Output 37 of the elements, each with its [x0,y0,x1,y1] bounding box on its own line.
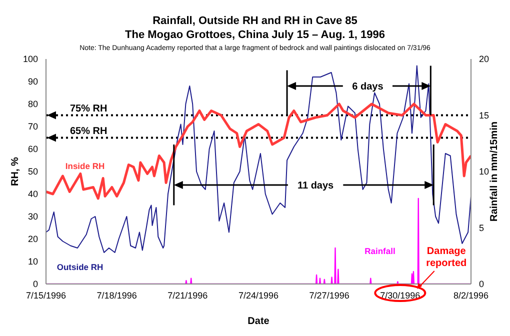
x-tick-label: 7/27/1996 [309,290,350,300]
annotation: Damage reported [426,246,467,269]
y2-tick-label: 5 [479,222,484,233]
y-tick-label: 70 [28,122,38,132]
series-label: Outside RH [56,262,104,272]
y2-tick-label: 10 [479,166,490,177]
y-tick-label: 30 [28,212,38,222]
annotation: 6 days [352,82,384,92]
x-tick-label: 7/15/1996 [26,290,66,300]
y-tick-label: 60 [28,144,38,154]
x-tick-label: 8/2/1996 [453,290,489,300]
y-tick-label: 80 [28,99,38,110]
y-tick-label: 20 [28,234,38,244]
y2-axis-title: Rainfall in mm/15min [489,121,500,222]
x-tick-label: 7/18/1996 [96,290,137,300]
y-tick-label: 40 [28,189,38,200]
y-axis-title: RH, % [10,156,21,186]
x-tick-label: 7/30/1996 [380,290,420,300]
x-axis-title: Date [248,316,270,327]
y2-tick-label: 20 [479,54,490,64]
ref-line-label: 65% RH [70,126,108,137]
x-tick-label: 7/24/1996 [238,290,279,300]
y-tick-label: 100 [22,54,38,64]
y-tick-label: 90 [28,76,38,87]
chart-subtitle: The Mogao Grottoes, China July 15 – Aug. 1, 1996 [125,29,385,41]
chart-title: Rainfall, Outside RH and RH in Cave 85 [152,15,358,27]
x-tick-label: 7/21/1996 [168,290,208,300]
line-series [46,102,471,200]
annotation: 11 days [297,180,334,192]
y-tick-label: 0 [32,279,38,290]
text: Rainfall [364,246,396,256]
y2-tick-label: 0 [479,279,484,290]
y-tick-label: 10 [28,256,38,267]
y-tick-label: 50 [28,166,38,177]
y2-tick-label: 15 [479,110,490,120]
series-label: Inside RH [65,161,105,171]
ref-line-label: 75% RH [70,103,108,114]
